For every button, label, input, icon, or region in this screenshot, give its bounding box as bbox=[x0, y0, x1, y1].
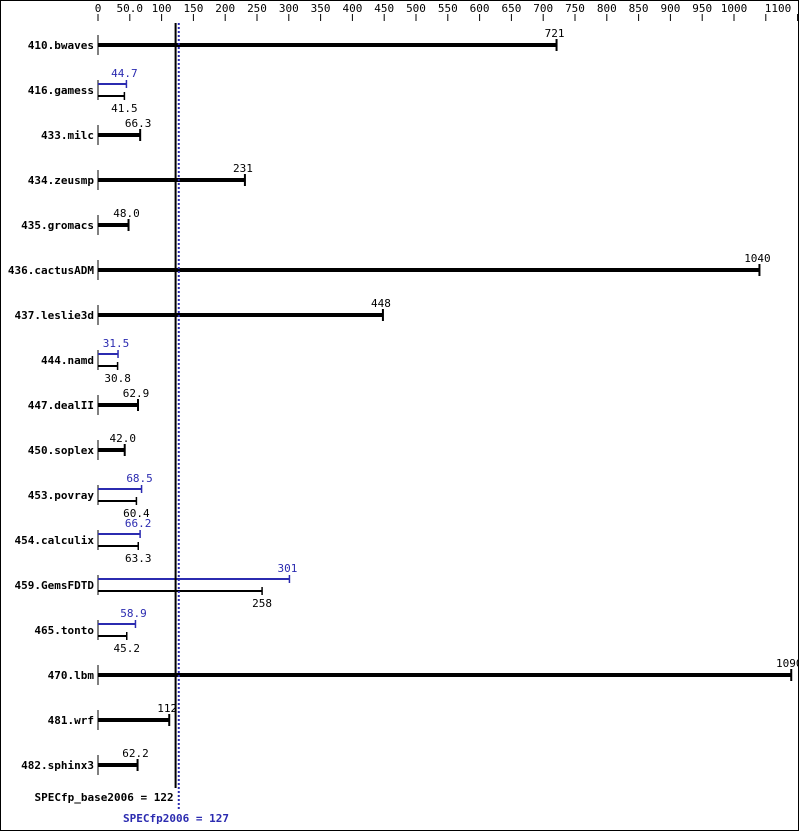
benchmark-label: 444.namd bbox=[41, 354, 94, 367]
peak-value-label: 301 bbox=[277, 562, 297, 575]
base-value-label: 30.8 bbox=[104, 372, 131, 385]
axis-tick-label: 200 bbox=[215, 2, 235, 15]
axis-tick-label: 650 bbox=[501, 2, 521, 15]
benchmark-label: 410.bwaves bbox=[28, 39, 94, 52]
base-value-label: 112 bbox=[157, 702, 177, 715]
base-value-label: 63.3 bbox=[125, 552, 152, 565]
axis-tick-label: 50.0 bbox=[117, 2, 144, 15]
base-value-label: 60.4 bbox=[123, 507, 150, 520]
peak-reference-label: SPECfp2006 = 127 bbox=[123, 812, 229, 825]
axis-tick-label: 400 bbox=[342, 2, 362, 15]
benchmark-label: 447.dealII bbox=[28, 399, 94, 412]
benchmark-label: 435.gromacs bbox=[21, 219, 94, 232]
benchmark-label: 434.zeusmp bbox=[28, 174, 95, 187]
base-value-label: 41.5 bbox=[111, 102, 138, 115]
axis-tick-label: 750 bbox=[565, 2, 585, 15]
axis-tick-label: 550 bbox=[438, 2, 458, 15]
axis-tick-label: 600 bbox=[470, 2, 490, 15]
benchmark-label: 481.wrf bbox=[48, 714, 94, 727]
axis-tick-label: 500 bbox=[406, 2, 426, 15]
benchmark-label: 416.gamess bbox=[28, 84, 94, 97]
peak-value-label: 44.7 bbox=[111, 67, 138, 80]
base-value-label: 448 bbox=[371, 297, 391, 310]
benchmark-label: 450.soplex bbox=[28, 444, 95, 457]
axis-tick-label: 900 bbox=[660, 2, 680, 15]
axis-tick-label: 350 bbox=[311, 2, 331, 15]
base-value-label: 1040 bbox=[744, 252, 771, 265]
axis-tick-label: 250 bbox=[247, 2, 267, 15]
base-value-label: 48.0 bbox=[113, 207, 140, 220]
base-value-label: 66.3 bbox=[125, 117, 152, 130]
axis-tick-label: 100 bbox=[152, 2, 172, 15]
base-value-label: 45.2 bbox=[113, 642, 140, 655]
axis-tick-label: 150 bbox=[183, 2, 203, 15]
axis-tick-label: 850 bbox=[629, 2, 649, 15]
base-value-label: 231 bbox=[233, 162, 253, 175]
benchmark-label: 433.milc bbox=[41, 129, 94, 142]
axis-tick-label: 1100 bbox=[765, 2, 792, 15]
peak-value-label: 68.5 bbox=[126, 472, 153, 485]
base-value-label: 62.9 bbox=[123, 387, 150, 400]
benchmark-label: 482.sphinx3 bbox=[21, 759, 94, 772]
benchmark-label: 453.povray bbox=[28, 489, 95, 502]
base-value-label: 42.0 bbox=[109, 432, 136, 445]
peak-value-label: 31.5 bbox=[103, 337, 130, 350]
benchmark-label: 459.GemsFDTD bbox=[15, 579, 95, 592]
axis-tick-label: 300 bbox=[279, 2, 299, 15]
base-value-label: 258 bbox=[252, 597, 272, 610]
axis-tick-label: 450 bbox=[374, 2, 394, 15]
base-value-label: 1090 bbox=[776, 657, 798, 670]
axis-tick-label: 800 bbox=[597, 2, 617, 15]
base-reference-label: SPECfp_base2006 = 122 bbox=[35, 791, 174, 804]
benchmark-label: 465.tonto bbox=[34, 624, 94, 637]
benchmark-label: 437.leslie3d bbox=[15, 309, 94, 322]
base-value-label: 62.2 bbox=[122, 747, 149, 760]
peak-value-label: 58.9 bbox=[120, 607, 147, 620]
benchmark-label: 454.calculix bbox=[15, 534, 95, 547]
benchmark-label: 436.cactusADM bbox=[8, 264, 94, 277]
axis-tick-label: 950 bbox=[692, 2, 712, 15]
peak-value-label: 66.2 bbox=[125, 517, 152, 530]
benchmark-label: 470.lbm bbox=[48, 669, 95, 682]
axis-tick-label: 700 bbox=[533, 2, 553, 15]
axis-tick-label: 1000 bbox=[721, 2, 748, 15]
axis-tick-label: 0 bbox=[95, 2, 102, 15]
base-value-label: 721 bbox=[545, 27, 565, 40]
